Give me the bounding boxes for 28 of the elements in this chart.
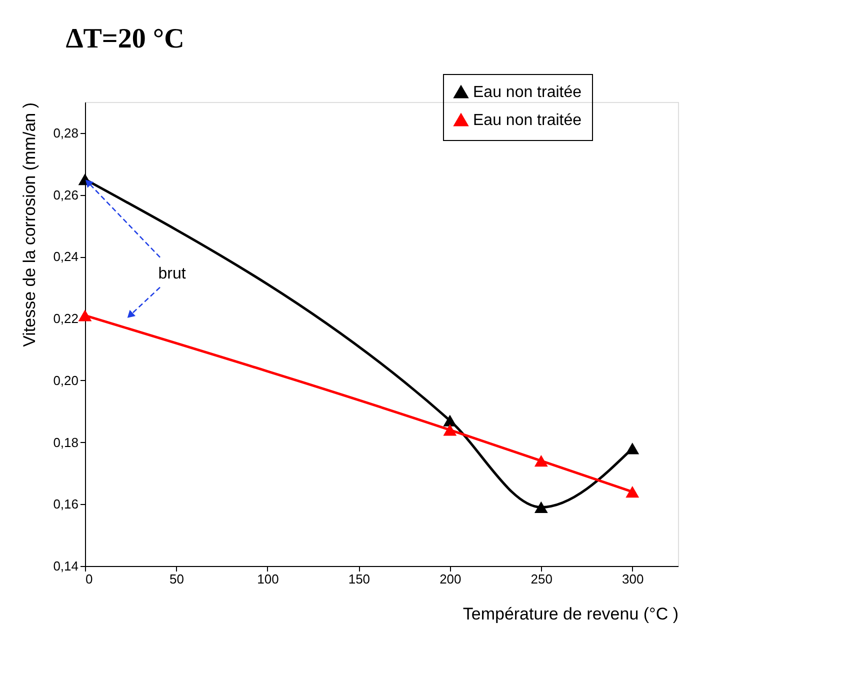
legend-label: Eau non traitée bbox=[473, 112, 582, 129]
point bbox=[626, 486, 640, 498]
point bbox=[443, 414, 457, 426]
x-tick-label: 0 bbox=[86, 572, 93, 586]
x-tick-label: 300 bbox=[622, 572, 644, 586]
y-tick-label: 0,24 bbox=[53, 249, 78, 264]
x-tick-label: 200 bbox=[440, 572, 462, 586]
y-tick-label: 0,26 bbox=[53, 187, 78, 202]
x-tick-label: 250 bbox=[530, 572, 553, 586]
point bbox=[534, 501, 548, 514]
y-tick-label: 0,18 bbox=[53, 434, 78, 450]
point bbox=[626, 442, 640, 454]
y-tick-label: 0,22 bbox=[53, 311, 78, 326]
annotation: brut bbox=[158, 265, 186, 282]
y-tick-label: 0,20 bbox=[53, 372, 78, 388]
x-tick-label: 50 bbox=[169, 572, 184, 586]
x-axis-title: Température de revenu (°C ) bbox=[462, 604, 678, 624]
x-tick-label: 100 bbox=[257, 572, 279, 586]
y-tick-label: 0,28 bbox=[53, 125, 78, 140]
point bbox=[78, 310, 92, 322]
x-tick-label: 150 bbox=[348, 572, 370, 586]
y-tick-label: 0,14 bbox=[53, 558, 78, 574]
legend-label: Eau non traitée bbox=[473, 84, 582, 101]
y-axis-title: Vitesse de la corrosion (mm/an ) bbox=[20, 102, 40, 347]
y-tick-label: 0,16 bbox=[53, 496, 78, 512]
point bbox=[443, 424, 457, 436]
chart-title: ΔT=20 °C bbox=[66, 24, 184, 54]
point bbox=[534, 455, 548, 467]
